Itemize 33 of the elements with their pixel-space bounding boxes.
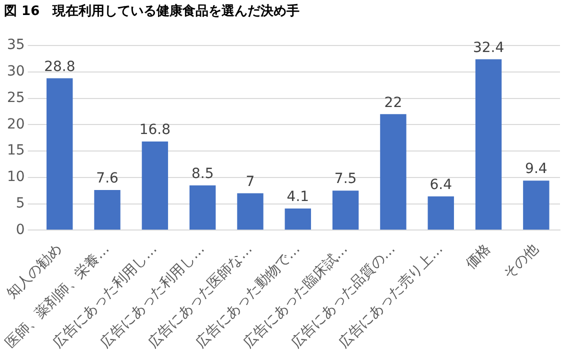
y-tick-label: 35 xyxy=(6,37,25,54)
bar xyxy=(142,142,168,230)
data-label: 9.4 xyxy=(525,161,548,178)
bar xyxy=(284,208,312,230)
bar xyxy=(237,193,264,230)
bar xyxy=(523,180,550,230)
y-tick-label: 30 xyxy=(6,64,25,80)
bar xyxy=(46,78,73,230)
data-label: 4.1 xyxy=(286,189,310,206)
x-tick-label: その他 xyxy=(500,241,542,282)
data-label: 7 xyxy=(246,174,255,190)
data-label: 16.8 xyxy=(139,122,171,138)
data-label: 22 xyxy=(384,94,402,111)
y-tick-label: 25 xyxy=(6,90,25,106)
chart-title: 図 16 現在利用している健康食品を選んだ決め手 xyxy=(4,3,300,20)
data-label: 28.8 xyxy=(44,58,76,75)
data-label: 7.5 xyxy=(334,171,357,188)
y-tick-label: 5 xyxy=(16,195,25,212)
bar xyxy=(475,59,502,230)
data-label: 8.5 xyxy=(191,166,214,182)
bar xyxy=(94,190,120,230)
data-label: 7.6 xyxy=(96,170,119,187)
bar xyxy=(332,190,359,230)
bar xyxy=(428,196,454,230)
x-tick-label: 価格 xyxy=(462,241,494,272)
y-tick-label: 10 xyxy=(6,169,25,186)
y-tick-label: 15 xyxy=(6,142,25,159)
data-label: 6.4 xyxy=(430,177,452,194)
bar xyxy=(189,185,216,230)
data-label: 32.4 xyxy=(472,40,504,56)
y-tick-label: 20 xyxy=(6,116,25,132)
bar xyxy=(380,114,406,230)
y-tick-label: 0 xyxy=(16,222,25,238)
